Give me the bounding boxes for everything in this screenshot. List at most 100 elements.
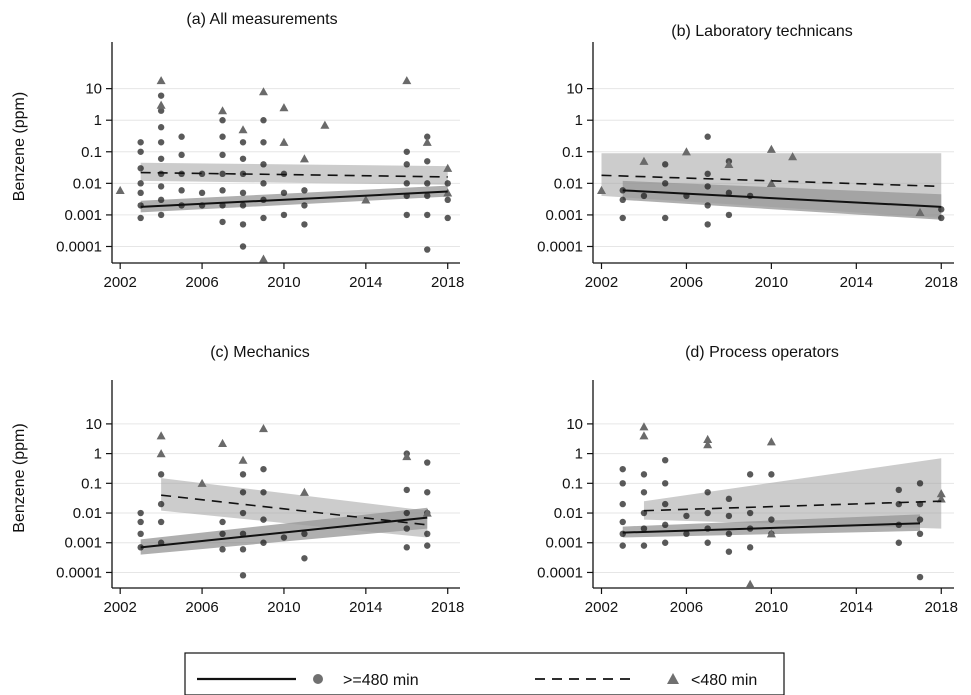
panel-title: (a) All measurements (186, 11, 337, 28)
panel-title: (c) Mechanics (210, 344, 310, 361)
x-tick-label: 2018 (925, 274, 958, 291)
y-tick-label: 0.0001 (56, 564, 102, 581)
data-point-triangle (766, 437, 776, 446)
data-point-circle (239, 509, 247, 517)
data-point-triangle (279, 103, 289, 112)
y-tick-label: 10 (566, 81, 583, 98)
data-point-circle (239, 546, 247, 553)
data-point-triangle (299, 154, 309, 163)
y-tick-label: 0.001 (64, 207, 102, 224)
data-point-triangle (788, 152, 798, 161)
y-tick-label: 0.01 (73, 505, 102, 522)
data-point-circle (424, 158, 431, 165)
data-point-circle (157, 196, 165, 204)
data-point-circle (157, 518, 165, 526)
data-point-triangle (402, 76, 412, 85)
data-point-circle (178, 133, 185, 140)
ci-band (643, 458, 942, 529)
data-point-circle (219, 518, 226, 526)
data-point-circle (260, 465, 267, 473)
data-point-circle (640, 542, 648, 549)
data-point-circle (683, 530, 690, 538)
data-point-circle (260, 139, 267, 146)
data-point-triangle (766, 178, 776, 187)
y-tick-label: 1 (575, 446, 583, 463)
fit-line-dashed (601, 174, 942, 188)
data-point-circle (424, 246, 431, 253)
chart-panel-2: 0.0001 0.001 0.01 0.1 1 10 2002 2006 2010 2014 201… (537, 23, 958, 291)
data-point-triangle (639, 431, 649, 440)
data-point-circle (424, 180, 431, 187)
y-tick-label: 0.01 (554, 505, 583, 522)
data-point-circle (137, 509, 144, 517)
data-point-circle (280, 534, 288, 541)
x-tick-label: 2018 (925, 599, 958, 616)
data-point-circle (444, 196, 451, 204)
legend-label-ge480: >=480 min (343, 672, 419, 689)
data-point-circle (683, 512, 690, 520)
data-point-circle (137, 165, 144, 172)
fit-line-solid (622, 189, 942, 208)
data-point-circle (239, 221, 247, 228)
data-point-circle (137, 139, 144, 146)
data-point-circle (895, 539, 902, 546)
data-point-triangle (279, 137, 289, 146)
data-point-triangle (258, 423, 268, 433)
data-point-triangle (218, 438, 228, 448)
data-point-circle (424, 192, 431, 200)
data-point-circle (444, 214, 451, 222)
data-point-triangle (703, 434, 713, 444)
data-point-circle (260, 516, 267, 523)
data-point-triangle (238, 125, 248, 134)
y-tick-label: 0.1 (81, 475, 102, 492)
chart-panel-3: 0.0001 0.001 0.01 0.1 1 10 2002 2006 2010 2014 201… (11, 344, 464, 616)
data-point-circle (424, 489, 431, 496)
data-point-triangle (320, 120, 330, 129)
data-point-circle (662, 539, 669, 546)
data-point-triangle (402, 451, 412, 461)
legend-circle-marker (313, 674, 323, 684)
data-point-triangle (915, 207, 925, 217)
x-tick-label: 2014 (349, 274, 382, 291)
data-point-circle (619, 542, 626, 549)
y-tick-label: 0.1 (81, 144, 102, 161)
data-point-triangle (156, 449, 166, 458)
legend: >=480 min <480 min (184, 652, 785, 695)
chart-panel-1: 0.0001 0.001 0.01 0.1 1 10 2002 2006 2010 2014 201… (11, 11, 464, 291)
data-point-circle (704, 170, 711, 178)
x-tick-label: 2014 (840, 274, 873, 291)
chart-panels: 0.0001 0.001 0.01 0.1 1 10 2002 2006 2010 2014 201… (11, 11, 958, 616)
y-tick-label: 0.01 (554, 175, 583, 192)
data-point-circle (301, 530, 308, 538)
y-tick-label: 0.0001 (537, 238, 583, 255)
data-point-circle (768, 471, 775, 478)
data-point-triangle (156, 431, 166, 440)
data-point-triangle (361, 195, 371, 204)
data-point-triangle (766, 144, 776, 153)
data-point-triangle (156, 76, 166, 85)
y-tick-label: 0.001 (545, 535, 583, 552)
data-point-circle (260, 489, 267, 496)
y-tick-label: 10 (566, 416, 583, 433)
y-tick-label: 0.1 (562, 475, 583, 492)
data-point-circle (768, 516, 775, 523)
data-point-circle (640, 525, 648, 532)
data-point-circle (137, 530, 144, 538)
data-point-circle (219, 170, 226, 178)
panel-title: (d) Process operators (685, 344, 839, 361)
data-point-triangle (745, 579, 755, 588)
data-point-circle (662, 480, 669, 487)
data-point-circle (157, 183, 165, 190)
fit-line-solid (140, 190, 448, 208)
data-point-circle (301, 202, 308, 209)
data-point-circle (219, 546, 226, 553)
data-point-circle (704, 221, 711, 228)
x-tick-label: 2010 (267, 599, 300, 616)
y-axis-label: Benzene (ppm) (11, 92, 28, 201)
x-tick-label: 2006 (185, 274, 218, 291)
data-point-circle (403, 544, 410, 551)
data-point-circle (746, 471, 754, 478)
data-point-circle (260, 214, 267, 222)
data-point-circle (157, 155, 165, 162)
